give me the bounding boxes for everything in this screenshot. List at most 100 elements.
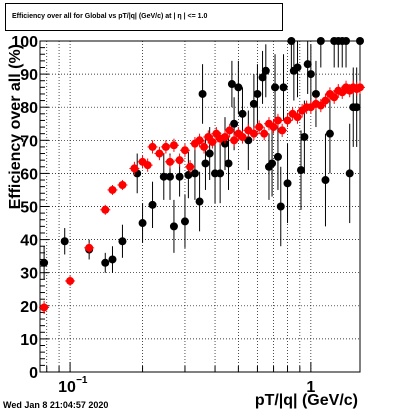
data-point: [227, 80, 236, 89]
y-tick-label: 70: [20, 133, 38, 150]
data-point: [258, 73, 267, 82]
data-point: [311, 89, 320, 98]
data-point: [352, 103, 361, 112]
data-point: [201, 159, 210, 168]
data-point: [216, 169, 225, 178]
data-point: [60, 237, 69, 246]
data-point: [325, 129, 334, 138]
data-point: [180, 217, 189, 226]
data-point: [138, 219, 147, 228]
data-point: [249, 129, 258, 138]
data-point: [155, 149, 164, 158]
data-point: [143, 161, 152, 170]
y-tick-label: 40: [20, 233, 38, 250]
data-point: [234, 83, 243, 92]
data-point: [293, 113, 302, 122]
data-point: [169, 222, 178, 231]
data-point: [148, 200, 157, 209]
data-point: [221, 132, 230, 141]
data-point: [118, 180, 127, 189]
data-point: [316, 37, 325, 45]
data-point: [230, 119, 239, 128]
data-point: [276, 202, 285, 211]
data-point: [161, 142, 170, 151]
data-point: [118, 237, 127, 246]
data-point: [108, 185, 117, 194]
y-tick-label: 60: [20, 166, 38, 183]
data-point: [269, 123, 278, 132]
data-point: [180, 146, 189, 155]
data-point: [261, 66, 270, 75]
footer-timestamp: Wed Jan 8 21:04:57 2020: [3, 400, 109, 410]
data-point: [175, 172, 184, 181]
data-point: [303, 60, 312, 69]
data-point: [205, 149, 214, 158]
data-point: [356, 37, 364, 45]
data-point: [260, 129, 269, 138]
x-tick-label: 10: [58, 379, 76, 396]
data-point: [169, 141, 178, 150]
data-point: [198, 89, 207, 98]
data-point: [148, 142, 157, 151]
y-tick-label: 10: [20, 332, 38, 349]
chart-title: Efficiency over all for Global vs pT/|q|…: [5, 3, 283, 31]
data-point: [165, 157, 174, 166]
data-point: [101, 205, 110, 214]
data-point: [300, 132, 309, 141]
data-point: [40, 303, 49, 312]
data-point: [271, 83, 280, 92]
y-tick-label: 80: [20, 100, 38, 117]
data-point: [200, 142, 209, 151]
y-tick-label: 90: [20, 67, 38, 84]
data-point: [224, 159, 233, 168]
data-point: [85, 243, 94, 252]
data-point: [101, 258, 110, 267]
data-point: [159, 172, 168, 181]
data-point: [208, 137, 217, 146]
data-point: [283, 116, 292, 125]
data-point: [195, 136, 204, 145]
data-point: [165, 172, 174, 181]
data-point: [66, 276, 75, 285]
data-point: [356, 83, 364, 92]
data-point: [330, 93, 339, 102]
y-tick-label: 20: [20, 299, 38, 316]
y-tick-label: 50: [20, 200, 38, 217]
data-point: [345, 169, 354, 178]
data-point: [268, 159, 277, 168]
data-point: [273, 116, 282, 125]
data-point: [186, 162, 195, 171]
data-point: [249, 99, 258, 108]
data-point: [293, 63, 302, 72]
data-point: [238, 132, 247, 141]
data-series: [39, 37, 365, 315]
data-point: [253, 89, 262, 98]
y-tick-label: 0: [29, 365, 38, 382]
data-point: [273, 152, 282, 161]
data-point: [225, 126, 234, 135]
data-point: [175, 156, 184, 165]
data-point: [342, 37, 351, 45]
y-axis-title: Efficiency over all (%): [7, 44, 24, 209]
data-point: [40, 258, 49, 267]
data-point: [255, 123, 264, 132]
data-point: [108, 255, 117, 264]
series-2: [39, 80, 365, 315]
x-tick-label-exponent: −1: [76, 375, 88, 386]
data-point: [244, 136, 253, 145]
data-point: [190, 169, 199, 178]
data-point: [230, 136, 239, 145]
x-tick-label: 1: [306, 379, 315, 396]
data-point: [279, 83, 288, 92]
data-point: [296, 166, 305, 175]
data-point: [130, 164, 139, 173]
data-point: [321, 96, 330, 105]
data-point: [283, 179, 292, 188]
x-axis-title: pT/|q| (GeV/c): [255, 392, 358, 409]
y-tick-label: 30: [20, 266, 38, 283]
data-point: [195, 197, 204, 206]
data-point: [238, 109, 247, 118]
data-point: [306, 70, 315, 79]
